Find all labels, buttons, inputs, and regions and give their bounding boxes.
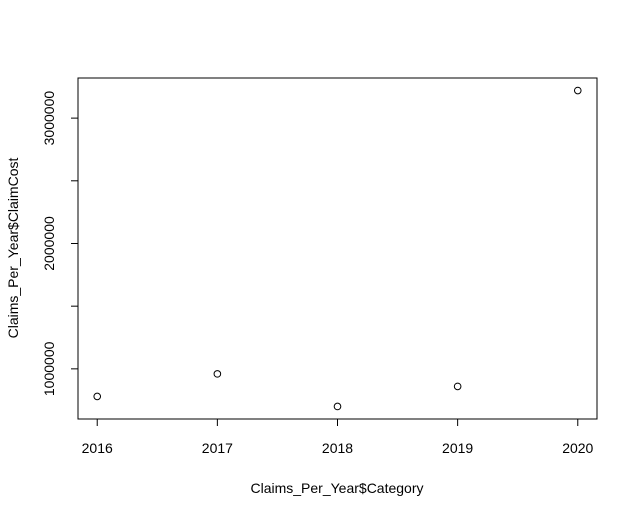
data-point <box>213 370 222 378</box>
x-tick-label: 2017 <box>202 440 233 456</box>
data-point <box>453 382 462 391</box>
y-tick-label: 2000000 <box>41 216 57 271</box>
data-points <box>93 86 582 411</box>
data-point <box>573 86 582 95</box>
x-axis-label: Claims_Per_Year$Category <box>250 480 423 496</box>
y-axis: 1000000 2000000 3000000 <box>41 91 78 396</box>
x-tick-label: 2018 <box>322 440 353 456</box>
x-tick-label: 2019 <box>442 440 473 456</box>
x-tick-label: 2016 <box>82 440 113 456</box>
data-point <box>93 392 102 401</box>
x-tick-label: 2020 <box>562 440 593 456</box>
data-point <box>333 402 342 411</box>
x-axis: 2016 2017 2018 2019 2020 <box>82 419 594 456</box>
y-axis-label: Claims_Per_Year$ClaimCost <box>5 158 21 339</box>
plot-frame <box>77 77 598 420</box>
y-tick-label: 1000000 <box>41 341 57 396</box>
y-tick-label: 3000000 <box>41 91 57 146</box>
